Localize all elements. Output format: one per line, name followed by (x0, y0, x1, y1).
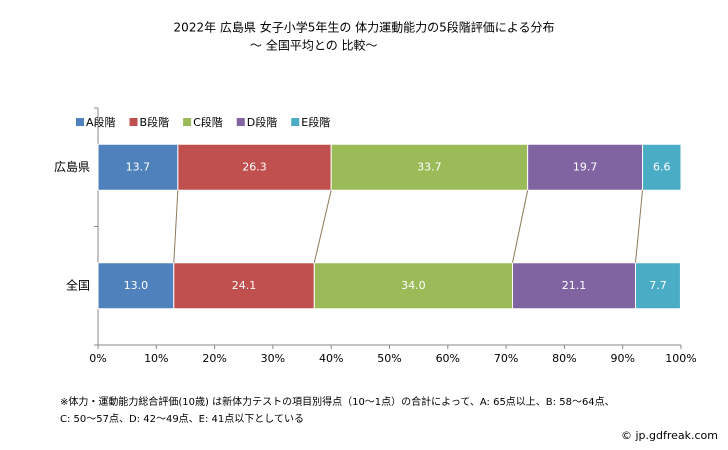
value-label: 24.1 (232, 279, 257, 292)
bar (527, 143, 644, 191)
value-label: 6.6 (653, 160, 671, 173)
value-label: 33.7 (417, 160, 442, 173)
x-tick-label: 30% (261, 352, 285, 365)
bar (97, 262, 175, 310)
x-tick-label: 90% (610, 352, 634, 365)
legend-label: D段階 (247, 115, 277, 129)
x-tick-label: 0% (89, 352, 106, 365)
legend-swatch (183, 118, 192, 126)
connector (512, 190, 529, 263)
note: C: 50～57点、D: 42～49点、E: 41点以下としている (60, 413, 304, 425)
value-label: 13.0 (124, 279, 149, 292)
x-tick-label: 70% (494, 352, 518, 365)
legend-label: C段階 (193, 115, 223, 129)
bar (177, 143, 332, 191)
x-tick-label: 50% (377, 352, 401, 365)
chart-subtitle: ～ 全国平均との 比較～ (250, 38, 378, 53)
x-tick-label: 40% (319, 352, 343, 365)
value-label: 21.1 (562, 279, 587, 292)
bar (635, 262, 681, 310)
x-tick-label: 10% (144, 352, 168, 365)
source: © jp.gdfreak.com (621, 429, 718, 442)
legend-swatch (129, 118, 138, 126)
value-label: 19.7 (573, 160, 598, 173)
y-tick-label: 全国 (66, 277, 90, 292)
connector (173, 190, 179, 263)
legend-label: E段階 (301, 115, 330, 129)
bar (512, 262, 637, 310)
x-tick-label: 100% (665, 352, 696, 365)
legend-label: B段階 (140, 115, 170, 129)
legend-swatch (76, 118, 84, 126)
note: ※体力・運動能力総合評価(10歳) は新体力テストの項目別得点（10～1点）の合… (60, 395, 615, 408)
legend-swatch (236, 118, 245, 126)
y-tick-label: 広島県 (54, 159, 90, 174)
value-label: 13.7 (126, 160, 151, 173)
value-label: 26.3 (242, 160, 267, 173)
bar (97, 143, 179, 191)
connector (313, 190, 332, 263)
bar (330, 143, 529, 191)
chart-title: 2022年 広島県 女子小学5年生の 体力運動能力の5段階評価による分布 (174, 20, 555, 35)
x-tick-label: 20% (202, 352, 226, 365)
value-label: 7.7 (649, 279, 667, 292)
x-tick-label: 60% (436, 352, 460, 365)
x-tick-label: 80% (552, 352, 576, 365)
legend-label: A段階 (86, 115, 116, 129)
bar (642, 143, 682, 191)
connector (635, 190, 644, 263)
bar (313, 262, 514, 310)
value-label: 34.0 (401, 279, 426, 292)
legend-swatch (291, 118, 300, 126)
bar (173, 262, 315, 310)
